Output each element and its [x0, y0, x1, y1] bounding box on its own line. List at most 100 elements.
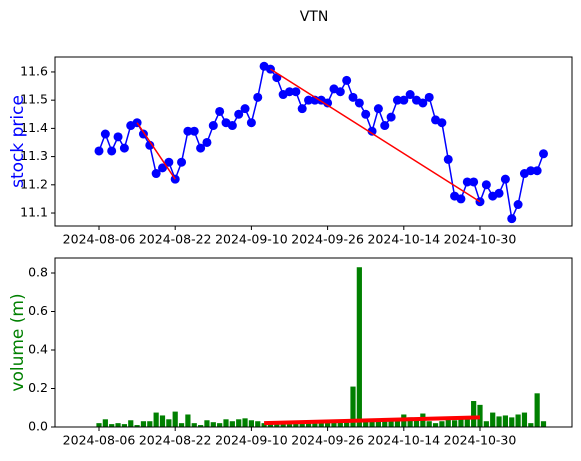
- price-marker: [158, 163, 167, 173]
- price-marker: [107, 146, 117, 156]
- volume-bar: [299, 422, 305, 427]
- x-tick-label: 2024-08-06: [63, 232, 136, 247]
- price-marker: [335, 87, 345, 97]
- volume-bar: [344, 421, 350, 427]
- trend-line: [264, 415, 481, 426]
- x-tick-label: 2024-09-10: [215, 433, 288, 448]
- volume-bar: [318, 421, 324, 427]
- x-tick-label: 2024-09-26: [291, 433, 364, 448]
- volume-bar: [394, 421, 401, 427]
- x-tick-label: 2024-09-10: [215, 232, 288, 247]
- x-tick-label: 2024-09-26: [291, 232, 364, 247]
- volume-bar: [229, 421, 235, 427]
- y-tick-label: 11.2: [20, 176, 48, 191]
- price-line: [98, 65, 545, 222]
- price-marker: [443, 154, 453, 164]
- price-marker: [119, 143, 129, 153]
- price-marker: [246, 118, 256, 128]
- chart-title: VTN: [300, 9, 329, 25]
- volume-bar: [217, 423, 223, 427]
- price-marker: [234, 109, 244, 119]
- price-marker: [386, 112, 396, 122]
- y-tick-label: 11.3: [20, 148, 48, 163]
- plot-frame: [54, 56, 573, 227]
- price-marker: [227, 121, 237, 131]
- price-marker: [342, 75, 352, 85]
- y-tick-label: 0.4: [28, 342, 48, 357]
- volume-bar: [248, 420, 254, 427]
- plot-frame: [54, 257, 573, 428]
- price-marker: [94, 146, 104, 156]
- price-marker: [304, 95, 314, 105]
- price-marker: [151, 169, 161, 179]
- volume-bar: [363, 421, 369, 427]
- y-tick-label: 0.8: [28, 265, 48, 280]
- price-marker: [494, 188, 504, 198]
- volume-bar: [439, 421, 445, 427]
- price-marker: [367, 126, 377, 136]
- volume-bar: [242, 418, 248, 427]
- volume-bar: [198, 425, 204, 427]
- volume-bar: [471, 401, 477, 427]
- volume-bar: [128, 420, 134, 427]
- trend-line: [136, 122, 176, 180]
- price-marker: [462, 177, 472, 187]
- price-marker: [507, 214, 517, 224]
- price-marker: [513, 200, 523, 210]
- volume-bar: [350, 386, 356, 427]
- price-marker: [526, 166, 536, 176]
- price-marker: [354, 98, 364, 108]
- volume-bar: [509, 417, 515, 427]
- x-tick-label: 2024-08-22: [139, 433, 212, 448]
- volume-bar: [426, 421, 432, 427]
- volume-bar: [477, 404, 483, 427]
- price-marker: [183, 126, 193, 136]
- price-marker: [145, 140, 155, 150]
- volume-bar: [255, 421, 261, 427]
- volume-bar: [121, 424, 127, 427]
- x-tick-label: 2024-10-14: [367, 433, 440, 448]
- price-marker: [208, 121, 218, 131]
- price-marker: [405, 90, 415, 100]
- price-marker: [189, 126, 199, 136]
- volume-bar: [325, 421, 331, 427]
- y-tick-label: 11.4: [20, 120, 48, 135]
- volume-bar: [236, 419, 242, 427]
- volume-bar: [534, 393, 540, 427]
- volume-bar: [261, 423, 267, 427]
- volume-bar: [496, 416, 502, 427]
- price-marker: [196, 143, 206, 153]
- price-marker: [100, 129, 110, 139]
- volume-bar: [464, 419, 470, 427]
- volume-bar: [210, 422, 216, 427]
- price-marker: [113, 132, 123, 142]
- volume-bar: [159, 415, 166, 427]
- volume-bar: [375, 421, 381, 427]
- price-marker: [399, 95, 409, 105]
- volume-bar: [452, 420, 458, 427]
- y-tick-label: 11.1: [20, 205, 48, 220]
- price-marker: [323, 98, 333, 108]
- price-marker: [253, 92, 263, 102]
- y-axis-label: volume (m): [8, 293, 28, 391]
- price-marker: [297, 104, 307, 114]
- volume-bar: [305, 421, 312, 427]
- volume-bar: [204, 420, 210, 427]
- volume-bar: [356, 267, 362, 427]
- y-tick-label: 11.5: [20, 92, 48, 107]
- price-marker: [202, 137, 212, 147]
- volume-bar: [382, 420, 388, 427]
- x-tick-label: 2024-10-14: [367, 232, 440, 247]
- y-tick-label: 11.6: [20, 63, 48, 78]
- price-marker: [418, 98, 428, 108]
- price-marker: [373, 104, 383, 114]
- volume-bar: [312, 422, 318, 427]
- x-tick-label: 2024-08-06: [63, 433, 136, 448]
- volume-bar: [483, 421, 489, 427]
- volume-bar: [274, 423, 280, 427]
- price-marker: [291, 87, 301, 97]
- price-marker: [481, 180, 491, 190]
- volume-bar: [140, 421, 147, 427]
- y-axis-label: stock price: [8, 95, 28, 188]
- trend-line: [270, 68, 481, 203]
